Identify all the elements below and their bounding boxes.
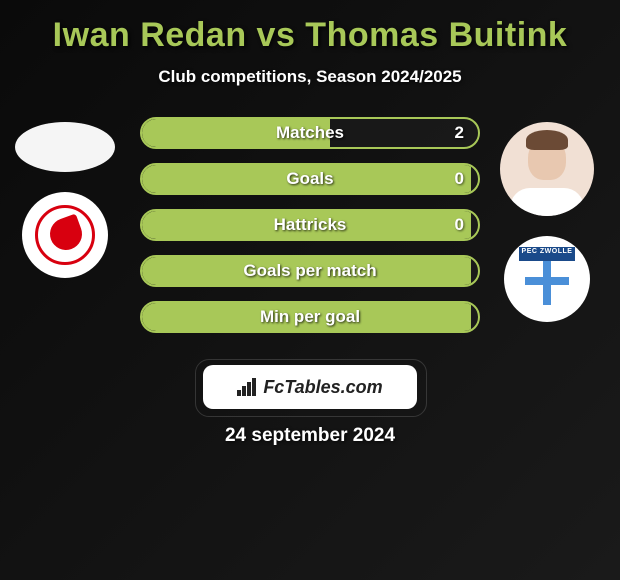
stat-row-min-per-goal: Min per goal [140, 301, 480, 333]
zwolle-label: PEC ZWOLLE [519, 248, 575, 255]
brand-text-wrap: FcTables.com [237, 377, 382, 398]
shield-icon: PEC ZWOLLE [519, 247, 575, 311]
subtitle: Club competitions, Season 2024/2025 [0, 67, 620, 87]
stat-value-right: 0 [455, 169, 464, 189]
flamingo-icon [35, 205, 95, 265]
avatar-hair [526, 130, 568, 150]
date-label: 24 september 2024 [0, 425, 620, 447]
player-left-avatar [15, 122, 115, 172]
stat-label: Min per goal [260, 307, 360, 327]
cross-horizontal [525, 277, 569, 285]
stat-label: Matches [276, 123, 344, 143]
club-badge-zwolle: PEC ZWOLLE [504, 236, 590, 322]
content-area: Matches 2 Goals 0 Hattricks 0 Goals per … [0, 117, 620, 357]
stat-label: Goals [286, 169, 333, 189]
club-badge-almere [22, 192, 108, 278]
stat-row-hattricks: Hattricks 0 [140, 209, 480, 241]
player-right-column: PEC ZWOLLE [492, 122, 602, 322]
page-title: Iwan Redan vs Thomas Buitink [0, 16, 620, 55]
stat-value-right: 0 [455, 215, 464, 235]
brand-text: FcTables.com [263, 377, 382, 398]
stat-label: Hattricks [274, 215, 347, 235]
player-left-column [10, 122, 120, 278]
stat-row-goals: Goals 0 [140, 163, 480, 195]
stat-label: Goals per match [243, 261, 376, 281]
player-right-avatar [500, 122, 594, 216]
stat-row-goals-per-match: Goals per match [140, 255, 480, 287]
bar-chart-icon [237, 378, 259, 396]
stat-row-matches: Matches 2 [140, 117, 480, 149]
brand-logo[interactable]: FcTables.com [203, 365, 417, 409]
stats-list: Matches 2 Goals 0 Hattricks 0 Goals per … [140, 117, 480, 347]
stat-value-right: 2 [455, 123, 464, 143]
comparison-card: Iwan Redan vs Thomas Buitink Club compet… [0, 0, 620, 457]
